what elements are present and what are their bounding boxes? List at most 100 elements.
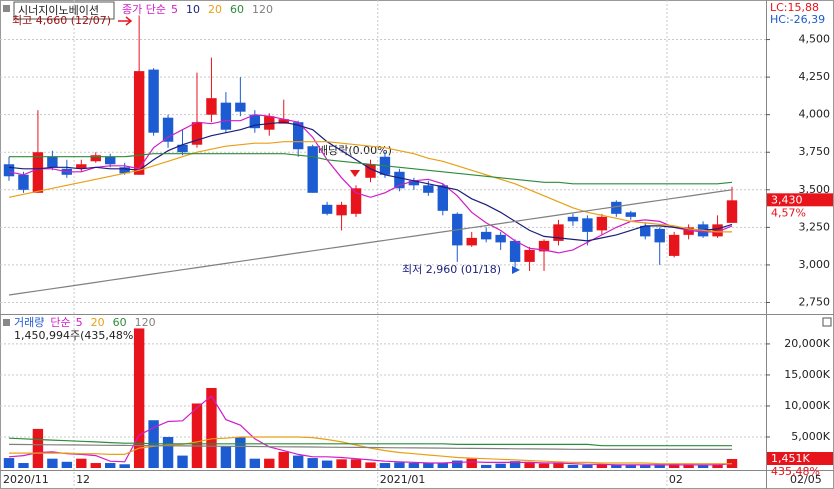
candle-body — [480, 231, 492, 240]
ma-line — [8, 114, 733, 254]
candle-body — [437, 185, 449, 211]
x-end-label: 02/05 — [790, 473, 822, 486]
dividend-marker — [350, 170, 360, 177]
x-tick-label: 2021/01 — [380, 473, 426, 486]
candle-body — [206, 98, 217, 115]
last-value-box — [767, 193, 833, 207]
y-tick-label: 3,250 — [799, 220, 831, 233]
volume-bar — [278, 451, 289, 468]
ma-line — [8, 437, 732, 447]
candle-body — [18, 174, 29, 190]
candle-body — [191, 122, 203, 145]
candle-body — [668, 234, 680, 256]
panel-icon — [3, 319, 10, 326]
candle-body — [32, 152, 44, 193]
candle-body — [76, 164, 87, 169]
legend-entry: 10 — [186, 3, 200, 16]
candle-body — [509, 240, 521, 262]
candle-body — [336, 204, 347, 216]
volume-bar — [3, 458, 15, 468]
volume-bar — [524, 463, 535, 468]
candle-body — [307, 146, 318, 193]
candle-body — [423, 185, 434, 193]
candle-body — [567, 216, 579, 222]
volume-bar — [32, 428, 44, 468]
legend-title: 거래량 — [14, 316, 44, 329]
volume-bar — [538, 463, 550, 468]
candle-body — [495, 234, 506, 243]
candle-body — [3, 164, 15, 177]
panel-icon — [3, 5, 10, 12]
y-tick-label: 15,000K — [784, 368, 830, 381]
legend-entry: 120 — [252, 3, 273, 16]
volume-bar — [668, 463, 680, 468]
dividend-annotation: 배당락(0.00%) — [318, 144, 392, 157]
candle-body — [726, 200, 738, 223]
volume-bar — [105, 463, 116, 468]
ma-line — [8, 189, 733, 296]
title-box — [13, 1, 115, 20]
candle-body — [264, 116, 275, 130]
volume-bar — [553, 463, 564, 468]
last-value-label: 1,451K — [771, 452, 810, 465]
candle-body — [625, 212, 636, 217]
ma-line — [9, 153, 733, 185]
volume-bar — [321, 460, 333, 468]
candle-body — [596, 216, 608, 231]
last-value-box — [767, 451, 833, 465]
volume-bar — [350, 459, 362, 468]
candle-body — [350, 188, 362, 214]
candle-body — [119, 167, 130, 174]
y-tick-label: 5,000K — [791, 430, 830, 443]
legend-label: 단순 — [50, 316, 70, 329]
x-tick-label: 02 — [669, 473, 683, 486]
candle-body — [162, 117, 174, 142]
legend-entry: 120 — [135, 316, 156, 329]
volume-bar — [437, 463, 449, 468]
candle-body — [408, 180, 420, 186]
volume-bar — [307, 458, 318, 468]
legend-entry: 5 — [171, 3, 178, 16]
candle-body — [47, 156, 58, 168]
volume-bar — [264, 458, 275, 468]
volume-bar — [394, 462, 405, 468]
volume-bar — [640, 464, 651, 468]
y-tick-label: 4,000 — [799, 108, 831, 121]
volume-bar — [292, 455, 304, 468]
chart-title: 시너지이노베이션 — [18, 4, 99, 17]
volume-bar — [654, 464, 665, 468]
volume-bar — [235, 436, 246, 468]
high-arrow — [118, 16, 133, 26]
candle-body — [321, 204, 333, 214]
volume-info: 1,450,994주(435,48%) — [14, 329, 138, 342]
volume-bar — [712, 464, 723, 468]
volume-bar — [249, 458, 261, 468]
volume-bar — [596, 464, 608, 468]
low-annotation: 최저 2,960 (01/18) — [402, 263, 501, 276]
legend-entry: 20 — [208, 3, 222, 16]
lc-label: LC:15,88 — [770, 1, 819, 14]
x-tick-label: 12 — [76, 473, 90, 486]
candle-body — [654, 228, 665, 243]
ma-line — [8, 121, 733, 242]
volume-bar — [177, 455, 188, 468]
y-tick-label: 3,000 — [799, 258, 831, 271]
ma-line — [8, 443, 732, 450]
volume-bar — [133, 328, 145, 468]
legend-entry: 20 — [91, 316, 105, 329]
candle-body — [538, 240, 550, 252]
volume-bar — [76, 458, 87, 468]
hc-label: HC:-26,39 — [770, 13, 825, 26]
change-label: 435,48% — [771, 465, 820, 478]
change-label: 4,57% — [771, 206, 806, 219]
candle-body — [394, 171, 405, 189]
volume-bar — [697, 465, 709, 468]
volume-bar — [18, 463, 29, 468]
candle-body — [278, 119, 289, 124]
candle-body — [220, 102, 232, 130]
volume-bar — [206, 387, 217, 468]
volume-bar — [423, 463, 434, 468]
y-tick-label: 2,750 — [799, 295, 831, 308]
